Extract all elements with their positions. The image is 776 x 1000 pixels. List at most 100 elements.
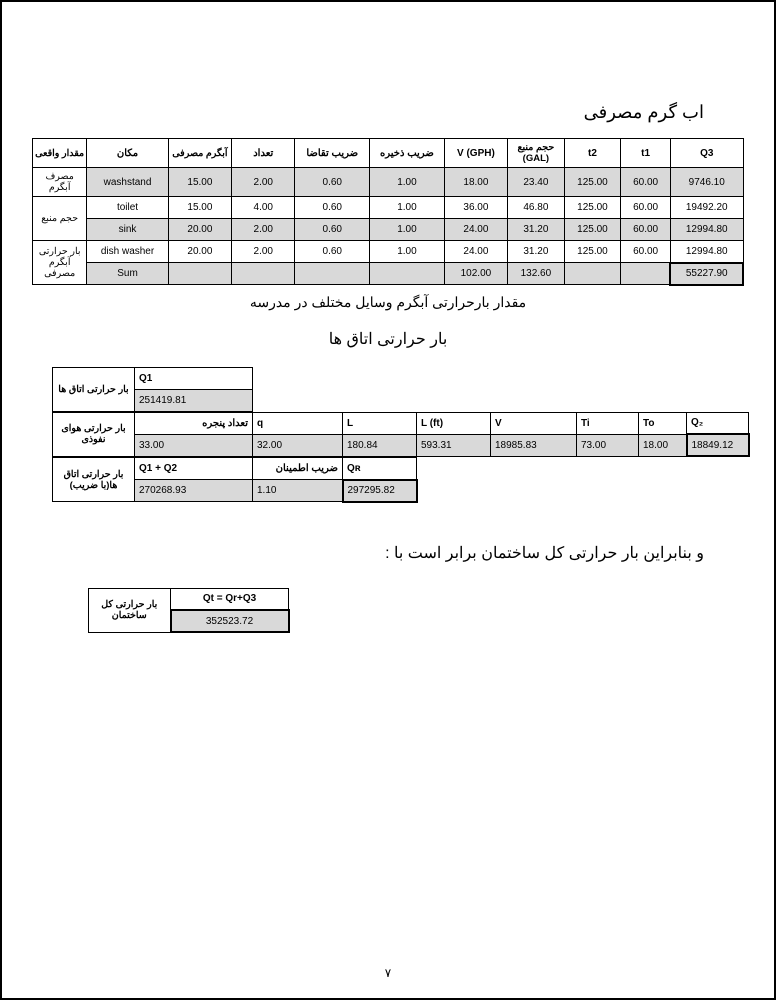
cell: 2.00 (232, 241, 295, 263)
cell: 4.00 (232, 197, 295, 219)
coef-label: بار حرارتی اتاق ها(با ضریب) (53, 458, 135, 502)
cell: 20.00 (168, 219, 231, 241)
cell: 60.00 (621, 241, 671, 263)
cell: 0.60 (295, 219, 370, 241)
col-vol: حجم منبع (GAL) (508, 139, 565, 168)
cell: 15.00 (168, 197, 231, 219)
cell: 125.00 (564, 219, 621, 241)
v-L: 180.84 (343, 434, 417, 456)
h-To: To (639, 412, 687, 434)
cell: 2.00 (232, 168, 295, 197)
h-L: L (343, 412, 417, 434)
cell: 60.00 (621, 168, 671, 197)
coef-table: بار حرارتی اتاق ها(با ضریب) Q1 + Q2 ضریب… (52, 457, 418, 503)
side-label: بار حرارتی آبگرم مصرفی (33, 241, 87, 285)
v-coef: 1.10 (253, 480, 343, 502)
v-Q2: 18849.12 (687, 434, 749, 456)
cell (370, 263, 445, 285)
inf-label: بار حرارتی هوای نفوذی (53, 412, 135, 456)
rooms-block: بار حرارتی اتاق ها Q1 251419.81 بار حرار… (52, 367, 744, 503)
v-QR: 297295.82 (343, 480, 417, 502)
cell: 46.80 (508, 197, 565, 219)
hotwater-table: مقدار واقعی مکان آبگرم مصرفی تعداد ضریب … (32, 138, 744, 286)
cell: 15.00 (168, 168, 231, 197)
table1-caption: مقدار بارحرارتی آبگرم وسایل مختلف در مدر… (32, 294, 744, 311)
cell: 0.60 (295, 241, 370, 263)
cell: 1.00 (370, 197, 445, 219)
v-sum: 270268.93 (135, 480, 253, 502)
cell: Sum (87, 263, 168, 285)
cell: 102.00 (444, 263, 507, 285)
h-Lft: L (ft) (417, 412, 491, 434)
h-V: V (491, 412, 577, 434)
cell (232, 263, 295, 285)
cell: 60.00 (621, 219, 671, 241)
total-label: بار حرارتی کل ساختمان (89, 588, 171, 632)
cell: 23.40 (508, 168, 565, 197)
cell: 55227.90 (670, 263, 743, 285)
total-block: بار حرارتی کل ساختمان Qt = Qr+Q3 352523.… (88, 588, 744, 634)
q1-value: 251419.81 (135, 389, 253, 411)
h-sum: Q1 + Q2 (135, 458, 253, 480)
v-windows: 33.00 (135, 434, 253, 456)
col-v: V (GPH) (444, 139, 507, 168)
cell (621, 263, 671, 285)
cell (168, 263, 231, 285)
h-q: q (253, 412, 343, 434)
col-n: تعداد (232, 139, 295, 168)
cell: 125.00 (564, 168, 621, 197)
cell: 1.00 (370, 241, 445, 263)
h-Ti: Ti (577, 412, 639, 434)
col-actual: مقدار واقعی (33, 139, 87, 168)
cell: 60.00 (621, 197, 671, 219)
cell: 24.00 (444, 219, 507, 241)
h-Q2: Q₂ (687, 412, 749, 434)
cell: 12994.80 (670, 241, 743, 263)
cell: 132.60 (508, 263, 565, 285)
total-table: بار حرارتی کل ساختمان Qt = Qr+Q3 352523.… (88, 588, 290, 634)
h-windows: تعداد پنجره (135, 412, 253, 434)
cell: 0.60 (295, 168, 370, 197)
cell: 125.00 (564, 197, 621, 219)
total-header: Qt = Qr+Q3 (171, 588, 289, 610)
cell: 125.00 (564, 241, 621, 263)
cell: 1.00 (370, 219, 445, 241)
cell: 20.00 (168, 241, 231, 263)
h-QR: Qʀ (343, 458, 417, 480)
table-header-row: مقدار واقعی مکان آبگرم مصرفی تعداد ضریب … (33, 139, 744, 168)
cell: 18.00 (444, 168, 507, 197)
cell: sink (87, 219, 168, 241)
v-V: 18985.83 (491, 434, 577, 456)
v-Lft: 593.31 (417, 434, 491, 456)
cell: 36.00 (444, 197, 507, 219)
table-row: مصرف آبگرمwashstand15.002.000.601.0018.0… (33, 168, 744, 197)
col-stor: ضریب ذخیره (370, 139, 445, 168)
h-coef: ضریب اطمینان (253, 458, 343, 480)
cell: 0.60 (295, 197, 370, 219)
cell (564, 263, 621, 285)
cell: 31.20 (508, 219, 565, 241)
infiltration-table: بار حرارتی هوای نفوذی تعداد پنجره q L L … (52, 412, 750, 458)
cell: washstand (87, 168, 168, 197)
cell: 12994.80 (670, 219, 743, 241)
table-row: حجم منبعtoilet15.004.000.601.0036.0046.8… (33, 197, 744, 219)
page-number: ٧ (385, 966, 391, 980)
col-dem: ضریب تقاضا (295, 139, 370, 168)
cell: 31.20 (508, 241, 565, 263)
table-row: sink20.002.000.601.0024.0031.20125.0060.… (33, 219, 744, 241)
side-label: حجم منبع (33, 197, 87, 241)
col-hw: آبگرم مصرفی (168, 139, 231, 168)
v-To: 18.00 (639, 434, 687, 456)
v-q: 32.00 (253, 434, 343, 456)
side-label: مصرف آبگرم (33, 168, 87, 197)
hotwater-title: اب گرم مصرفی (32, 102, 704, 123)
cell: 24.00 (444, 241, 507, 263)
q1-header: Q1 (135, 367, 253, 389)
cell: 19492.20 (670, 197, 743, 219)
v-Ti: 73.00 (577, 434, 639, 456)
rooms-title: بار حرارتی اتاق ها (32, 329, 744, 349)
col-t1: t1 (621, 139, 671, 168)
col-t2: t2 (564, 139, 621, 168)
cell (295, 263, 370, 285)
cell: 9746.10 (670, 168, 743, 197)
